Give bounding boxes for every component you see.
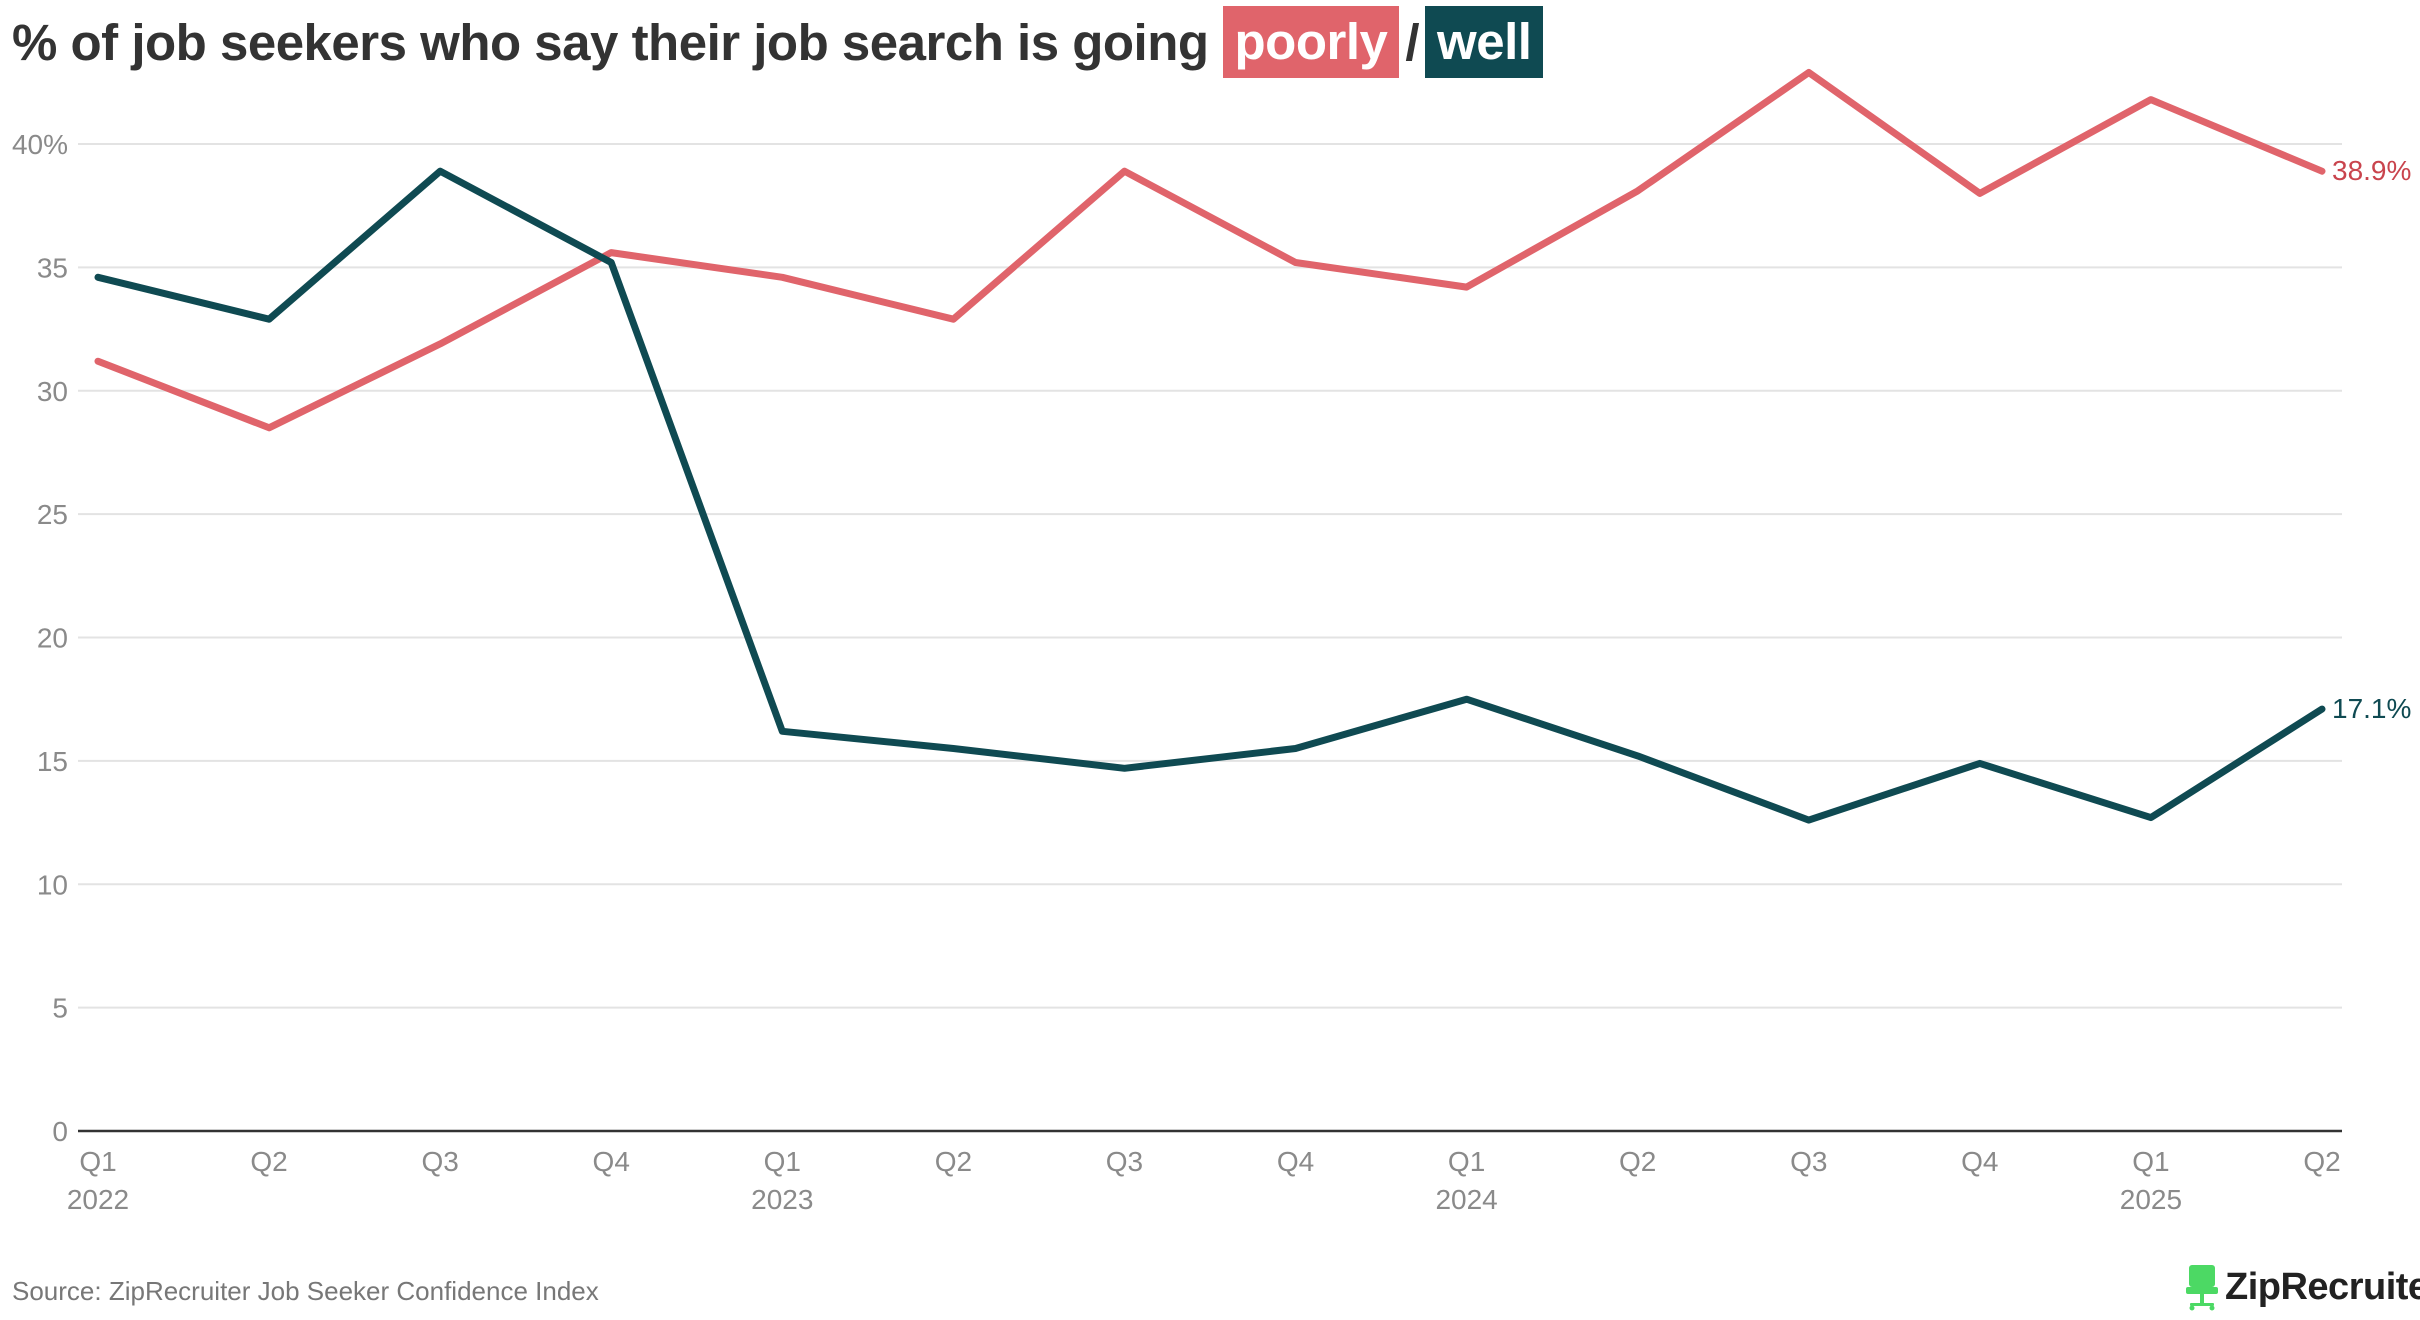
- x-tick-label: Q4: [593, 1146, 630, 1177]
- x-tick-label: Q4: [1961, 1146, 1998, 1177]
- x-tick-label: Q1: [1448, 1146, 1485, 1177]
- chair-icon: [2186, 1265, 2218, 1311]
- x-tick-label: Q1: [764, 1146, 801, 1177]
- ziprecruiter-logo: ZipRecruiter®: [2185, 1262, 2420, 1312]
- series-line-poorly: [94, 69, 2326, 432]
- y-tick-label: 40%: [12, 129, 68, 160]
- y-tick-label: 10: [37, 869, 68, 900]
- x-tick-label: Q2: [935, 1146, 972, 1177]
- y-tick-label: 0: [52, 1116, 68, 1147]
- chart-title: % of job seekers who say their job searc…: [12, 6, 1544, 78]
- x-tick-label: Q1: [2132, 1146, 2169, 1177]
- x-year-label: 2025: [2120, 1184, 2182, 1215]
- logo-text: ZipRecruiter: [2225, 1265, 2420, 1308]
- x-tick-label: Q1: [79, 1146, 116, 1177]
- y-tick-label: 25: [37, 499, 68, 530]
- y-tick-label: 35: [37, 252, 68, 283]
- x-tick-label: Q2: [2303, 1146, 2340, 1177]
- x-year-label: 2022: [67, 1184, 129, 1215]
- source-note: Source: ZipRecruiter Job Seeker Confiden…: [12, 1276, 599, 1306]
- title-separator: /: [1405, 13, 1420, 71]
- series-line-well: [94, 167, 2326, 824]
- x-tick-label: Q3: [1106, 1146, 1143, 1177]
- x-tick-label: Q3: [1790, 1146, 1827, 1177]
- y-axis: 0 5 10 15 20 25 30 35 40%: [12, 129, 68, 1147]
- y-tick-label: 20: [37, 623, 68, 654]
- y-tick-label: 30: [37, 376, 68, 407]
- well-legend-tag: well: [1425, 6, 1544, 78]
- x-year-label: 2024: [1435, 1184, 1497, 1215]
- x-tick-label: Q3: [421, 1146, 458, 1177]
- y-tick-label: 15: [37, 746, 68, 777]
- gridlines: [78, 143, 2342, 1009]
- x-year-label: 2023: [751, 1184, 813, 1215]
- end-labels: 38.9% 17.1%: [2332, 155, 2411, 724]
- x-tick-label: Q2: [250, 1146, 287, 1177]
- x-tick-label: Q2: [1619, 1146, 1656, 1177]
- poorly-legend-tag: poorly: [1222, 6, 1400, 78]
- y-tick-label: 5: [52, 993, 68, 1024]
- title-prefix: % of job seekers who say their job searc…: [12, 13, 1209, 71]
- end-label-poorly: 38.9%: [2332, 155, 2411, 186]
- x-axis: Q1 2022 Q2 Q3 Q4 Q1 2023 Q2 Q3 Q4 Q1 2024 Q2 Q3 Q4 Q1 20…: [67, 1129, 2342, 1215]
- end-label-well: 17.1%: [2332, 693, 2411, 724]
- x-tick-label: Q4: [1277, 1146, 1314, 1177]
- series-lines: [94, 69, 2326, 824]
